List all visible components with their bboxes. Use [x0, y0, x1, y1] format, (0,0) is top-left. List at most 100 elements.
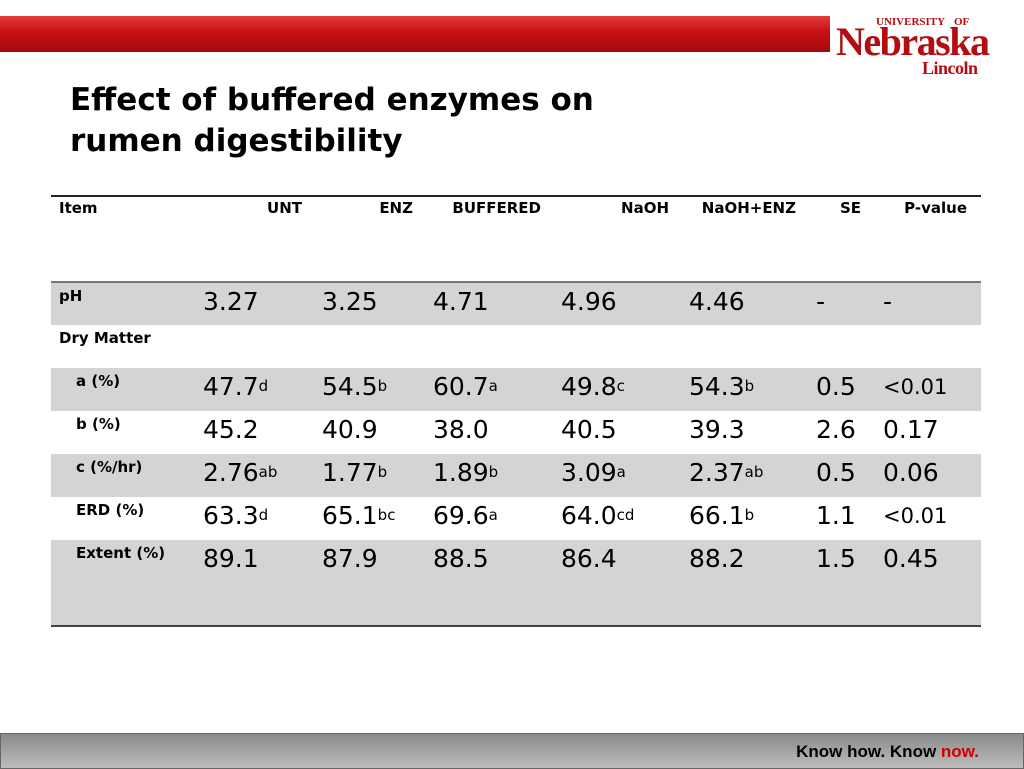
- value-cell: 60.7a: [427, 368, 555, 411]
- value-cell: 66.1b: [683, 497, 810, 540]
- value-cell: 63.3d: [197, 497, 316, 540]
- university-logo: UNIVERSITY OF Nebraska Lincoln: [836, 12, 990, 82]
- empty-cell: [316, 325, 427, 368]
- se-cell: 1.5: [810, 540, 877, 627]
- value-cell: 86.4: [555, 540, 683, 627]
- cell-value: 3.27: [203, 287, 259, 316]
- row-label: ERD (%): [76, 501, 145, 519]
- significance-letter: a: [488, 377, 498, 395]
- table-row: b (%) 45.2 40.9 38.0 40.5 39.3 2.6 0.17: [51, 411, 981, 454]
- row-label: b (%): [76, 415, 121, 433]
- column-header-buffered: BUFFERED: [427, 195, 555, 283]
- significance-letter: b: [488, 463, 499, 481]
- logo-name-text: Nebraska: [836, 19, 990, 64]
- value-cell: 65.1bc: [316, 497, 427, 540]
- cell-value: 4.96: [561, 287, 617, 316]
- cell-value: 66.1: [689, 501, 745, 530]
- footer-bar: Know how. Know now.: [0, 733, 1024, 769]
- cell-value: 45.2: [203, 415, 259, 444]
- column-header-enz: ENZ: [316, 195, 427, 283]
- table-row: Extent (%) 89.1 87.9 88.5 86.4 88.2 1.5 0.45: [51, 540, 981, 627]
- value-cell: 4.96: [555, 282, 683, 325]
- cell-value: 64.0: [561, 501, 617, 530]
- significance-letter: cd: [616, 506, 635, 524]
- footer-tagline: Know how. Know now.: [796, 742, 979, 762]
- cell-value: 54.5: [322, 372, 378, 401]
- value-cell: 3.27: [197, 282, 316, 325]
- cell-value: 4.46: [689, 287, 745, 316]
- cell-value: 39.3: [689, 415, 745, 444]
- se-cell: 1.1: [816, 501, 856, 530]
- significance-letter: a: [488, 506, 498, 524]
- empty-cell: [683, 325, 810, 368]
- value-cell: 39.3: [683, 411, 810, 454]
- column-header-p-value: P-value: [877, 195, 981, 283]
- significance-letter: b: [744, 377, 755, 395]
- cell-value: 1.77: [322, 458, 378, 487]
- cell-value: 47.7: [203, 372, 259, 401]
- value-cell: 69.6a: [427, 497, 555, 540]
- value-cell: 54.3b: [683, 368, 810, 411]
- cell-value: 1.89: [433, 458, 489, 487]
- header-red-bar: [0, 16, 830, 52]
- table-header-row: Item UNT ENZ BUFFERED NaOH NaOH+ENZ SE P…: [51, 195, 981, 283]
- value-cell: 2.76ab: [197, 454, 316, 497]
- cell-value: 60.7: [433, 372, 489, 401]
- results-table: Item UNT ENZ BUFFERED NaOH NaOH+ENZ SE P…: [51, 195, 981, 627]
- value-cell: 45.2: [197, 411, 316, 454]
- logo-university-text: UNIVERSITY: [876, 16, 946, 28]
- significance-letter: b: [377, 377, 388, 395]
- value-cell: 89.1: [197, 540, 316, 627]
- row-label: a (%): [51, 368, 197, 411]
- cell-value: 2.76: [203, 458, 259, 487]
- p-value-cell: -: [877, 282, 981, 325]
- cell-value: 88.5: [433, 544, 489, 573]
- significance-letter: c: [616, 377, 625, 395]
- table-row: pH 3.27 3.25 4.71 4.96 4.46 - -: [51, 282, 981, 325]
- table-row: a (%) 47.7d 54.5b 60.7a 49.8c 54.3b 0.5 <0.01: [51, 368, 981, 411]
- value-cell: 49.8c: [555, 368, 683, 411]
- se-cell: -: [810, 282, 877, 325]
- column-header-item: Item: [51, 195, 197, 283]
- significance-letter: d: [258, 377, 269, 395]
- value-cell: 54.5b: [316, 368, 427, 411]
- cell-value: 2.37: [689, 458, 745, 487]
- empty-cell: [427, 325, 555, 368]
- cell-value: 87.9: [322, 544, 378, 573]
- significance-letter: a: [616, 463, 626, 481]
- slide-title: Effect of buffered enzymes on rumen dige…: [70, 82, 594, 159]
- se-cell: 0.5: [810, 454, 877, 497]
- value-cell: 3.09a: [555, 454, 683, 497]
- row-label: Extent (%): [51, 540, 197, 627]
- cell-value: 54.3: [689, 372, 745, 401]
- empty-cell: [197, 325, 316, 368]
- p-value-cell: 0.17: [883, 415, 939, 444]
- value-cell: 64.0cd: [555, 497, 683, 540]
- empty-cell: [877, 325, 981, 368]
- row-label: pH: [51, 282, 197, 325]
- column-header-naoh: NaOH: [555, 195, 683, 283]
- value-cell: 4.46: [683, 282, 810, 325]
- significance-letter: ab: [744, 463, 764, 481]
- p-value-cell: <0.01: [883, 504, 948, 528]
- tagline-prefix: Know how. Know: [796, 742, 941, 761]
- cell-value: 40.9: [322, 415, 378, 444]
- cell-value: 3.25: [322, 287, 378, 316]
- cell-value: 3.09: [561, 458, 617, 487]
- cell-value: 65.1: [322, 501, 378, 530]
- significance-letter: bc: [377, 506, 396, 524]
- cell-value: 40.5: [561, 415, 617, 444]
- p-value-cell: 0.06: [877, 454, 981, 497]
- value-cell: 40.9: [316, 411, 427, 454]
- p-value-cell: 0.45: [877, 540, 981, 627]
- p-value-cell: <0.01: [877, 368, 981, 411]
- significance-letter: d: [258, 506, 269, 524]
- value-cell: 88.5: [427, 540, 555, 627]
- value-cell: 40.5: [555, 411, 683, 454]
- empty-cell: [810, 325, 877, 368]
- cell-value: 89.1: [203, 544, 259, 573]
- significance-letter: b: [744, 506, 755, 524]
- value-cell: 2.37ab: [683, 454, 810, 497]
- table-row: ERD (%) 63.3d 65.1bc 69.6a 64.0cd 66.1b 1.1 <0.…: [51, 497, 981, 540]
- cell-value: 69.6: [433, 501, 489, 530]
